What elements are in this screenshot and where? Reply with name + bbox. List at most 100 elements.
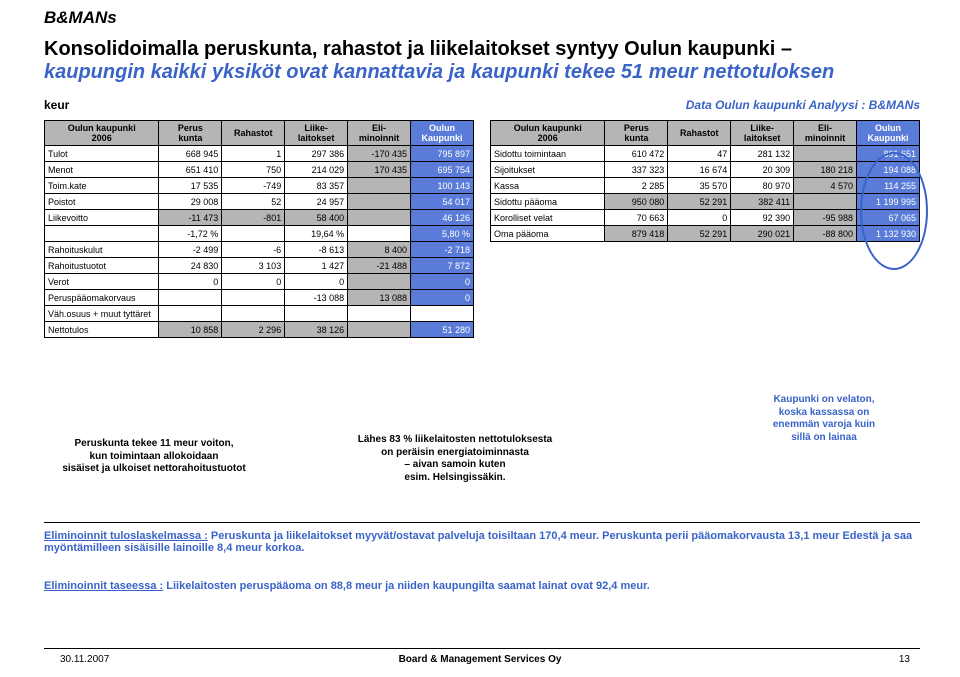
cell: -170 435 (348, 146, 411, 162)
cell: 5,80 % (411, 226, 474, 242)
hdr-perus-r: Peruskunta (605, 121, 668, 146)
cell: 4 570 (794, 178, 857, 194)
cell: 52 291 (668, 226, 731, 242)
cell (794, 194, 857, 210)
cell: 35 570 (668, 178, 731, 194)
cell: 194 088 (857, 162, 920, 178)
row-label: Sijoitukset (491, 162, 605, 178)
row-label: Sidottu toimintaan (491, 146, 605, 162)
cell: -6 (222, 242, 285, 258)
cell: 70 663 (605, 210, 668, 226)
row-label: Nettotulos (45, 322, 159, 338)
cell: 0 (285, 274, 348, 290)
cell: 0 (159, 274, 222, 290)
row-label: Rahoituskulut (45, 242, 159, 258)
cell: -8 613 (285, 242, 348, 258)
cell: 52 291 (668, 194, 731, 210)
row-label (45, 226, 159, 242)
row-label: Liikevoitto (45, 210, 159, 226)
table-row: Nettotulos10 8582 29638 12651 280 (45, 322, 474, 338)
table-row: Tulot668 9451297 386-170 435795 897 (45, 146, 474, 162)
cell: 281 132 (731, 146, 794, 162)
cell: 2 296 (222, 322, 285, 338)
balance-sheet-table: Oulun kaupunki2006 Peruskunta Rahastot L… (490, 120, 920, 242)
note-left: Peruskunta tekee 11 meur voiton,kun toim… (44, 438, 264, 476)
cell (348, 226, 411, 242)
elim-tase: Eliminoinnit taseessa : Liikelaitosten p… (44, 580, 920, 592)
cell: 651 410 (159, 162, 222, 178)
cell: 8 400 (348, 242, 411, 258)
cell: 0 (222, 274, 285, 290)
cell (348, 322, 411, 338)
cell: -21 488 (348, 258, 411, 274)
cell (411, 306, 474, 322)
cell: 13 088 (348, 290, 411, 306)
cell: 24 957 (285, 194, 348, 210)
hdr-perus: Peruskunta (159, 121, 222, 146)
cell: 80 970 (731, 178, 794, 194)
cell: 7 872 (411, 258, 474, 274)
hdr-eli-r: Eli-minoinnit (794, 121, 857, 146)
cell: 17 535 (159, 178, 222, 194)
hdr-rahastot: Rahastot (222, 121, 285, 146)
cell (159, 306, 222, 322)
row-label: Kassa (491, 178, 605, 194)
table-row: Verot0000 (45, 274, 474, 290)
cell: -749 (222, 178, 285, 194)
cell: 52 (222, 194, 285, 210)
row-label: Verot (45, 274, 159, 290)
hdr-liike-r: Liike-laitokset (731, 121, 794, 146)
cell: 891 651 (857, 146, 920, 162)
cell: 0 (668, 210, 731, 226)
table-row: Kassa2 28535 57080 9704 570114 255 (491, 178, 920, 194)
cell: 114 255 (857, 178, 920, 194)
cell: 668 945 (159, 146, 222, 162)
cell: 46 126 (411, 210, 474, 226)
cell: -11 473 (159, 210, 222, 226)
row-label: Tulot (45, 146, 159, 162)
table-row: Väh.osuus + muut tyttäret (45, 306, 474, 322)
data-source: Data Oulun kaupunki Analyysi : B&MANs (686, 98, 920, 112)
title-line-2: kaupungin kaikki yksiköt ovat kannattavi… (44, 61, 930, 84)
cell: 180 218 (794, 162, 857, 178)
table-row: Oma pääoma879 41852 291290 021-88 8001 1… (491, 226, 920, 242)
cell: 38 126 (285, 322, 348, 338)
cell (222, 290, 285, 306)
table-row: Korolliset velat70 663092 390-95 98867 0… (491, 210, 920, 226)
cell: 3 103 (222, 258, 285, 274)
cell: 382 411 (731, 194, 794, 210)
cell (348, 178, 411, 194)
cell: 83 357 (285, 178, 348, 194)
table-row: Menot651 410750214 029170 435695 754 (45, 162, 474, 178)
cell: -95 988 (794, 210, 857, 226)
cell (348, 194, 411, 210)
hdr-liike: Liike-laitokset (285, 121, 348, 146)
hdr-kaupunki: OulunKaupunki (411, 121, 474, 146)
cell: 290 021 (731, 226, 794, 242)
table-row: Sidottu pääoma950 08052 291382 4111 199 … (491, 194, 920, 210)
title-line-1: Konsolidoimalla peruskunta, rahastot ja … (44, 38, 930, 61)
row-label: Menot (45, 162, 159, 178)
cell: -801 (222, 210, 285, 226)
table-row: Toim.kate17 535-74983 357100 143 (45, 178, 474, 194)
cell: 2 285 (605, 178, 668, 194)
cell: 170 435 (348, 162, 411, 178)
note-middle: Lähes 83 % liikelaitosten nettotuloksest… (340, 434, 570, 484)
cell: 47 (668, 146, 731, 162)
row-label: Väh.osuus + muut tyttäret (45, 306, 159, 322)
cell: 10 858 (159, 322, 222, 338)
elim-tulos: Eliminoinnit tuloslaskelmassa : Peruskun… (44, 530, 920, 554)
footer-company: Board & Management Services Oy (0, 654, 960, 665)
cell: 214 029 (285, 162, 348, 178)
cell (285, 306, 348, 322)
row-label: Peruspääomakorvaus (45, 290, 159, 306)
row-label: Sidottu pääoma (491, 194, 605, 210)
cell (794, 146, 857, 162)
cell: 1 427 (285, 258, 348, 274)
cell: 695 754 (411, 162, 474, 178)
cell: 54 017 (411, 194, 474, 210)
hdr-entity-r: Oulun kaupunki2006 (491, 121, 605, 146)
cell (348, 210, 411, 226)
cell: 1 199 995 (857, 194, 920, 210)
cell: -88 800 (794, 226, 857, 242)
